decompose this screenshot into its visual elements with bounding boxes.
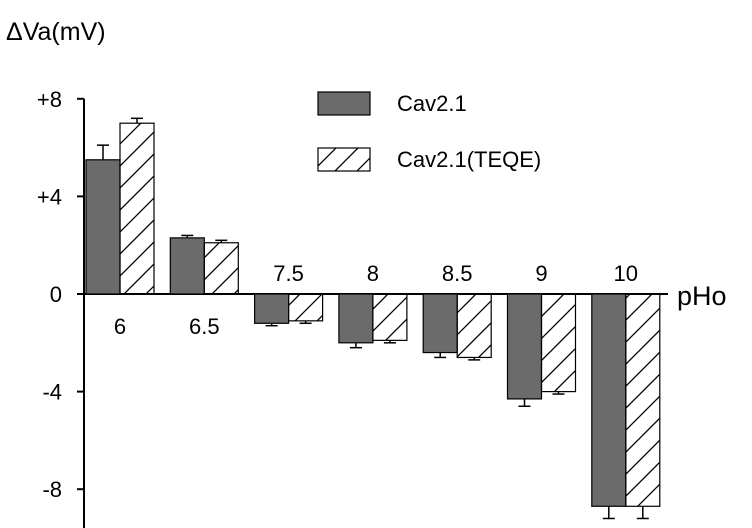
bars bbox=[85, 117, 661, 520]
category-label: 7.5 bbox=[273, 261, 304, 286]
bar-cav21-teqe bbox=[372, 293, 408, 341]
bar-cav21 bbox=[169, 237, 205, 295]
bar-cav21-teqe bbox=[203, 242, 239, 295]
legend-label: Cav2.1(TEQE) bbox=[397, 147, 541, 172]
y-tick-label: +8 bbox=[37, 87, 62, 112]
category-label: 8.5 bbox=[442, 261, 473, 286]
legend-swatch bbox=[317, 91, 371, 116]
y-tick-label: -4 bbox=[42, 380, 62, 405]
bar-cav21 bbox=[338, 293, 374, 344]
category-label: 6 bbox=[114, 314, 126, 339]
bar-cav21 bbox=[422, 293, 458, 354]
bar-cav21 bbox=[591, 293, 627, 507]
bar-cav21-teqe bbox=[119, 122, 155, 295]
category-label: 6.5 bbox=[189, 314, 220, 339]
category-label: 8 bbox=[367, 261, 379, 286]
legend-label: Cav2.1 bbox=[397, 91, 467, 116]
bar-cav21-teqe bbox=[540, 293, 577, 393]
y-axis-label: ΔVa(mV) bbox=[6, 18, 106, 46]
y-tick-label: 0 bbox=[50, 282, 62, 307]
bar-cav21-teqe bbox=[288, 293, 324, 322]
x-axis-label: pHo bbox=[677, 281, 727, 311]
bar-cav21-teqe bbox=[456, 293, 492, 359]
bar-cav21 bbox=[85, 159, 121, 295]
y-tick-label: -8 bbox=[42, 477, 62, 502]
y-tick-label: +4 bbox=[37, 184, 62, 209]
bar-cav21-teqe bbox=[625, 293, 661, 507]
bar-cav21 bbox=[254, 293, 290, 324]
legend: Cav2.1 Cav2.1(TEQE) bbox=[317, 91, 541, 172]
bar-cav21 bbox=[506, 293, 543, 400]
legend-swatch bbox=[317, 147, 371, 172]
category-label: 9 bbox=[535, 261, 547, 286]
category-labels: 6 6.5 7.5 8 8.5 9 10 bbox=[114, 261, 638, 339]
category-label: 10 bbox=[614, 261, 638, 286]
